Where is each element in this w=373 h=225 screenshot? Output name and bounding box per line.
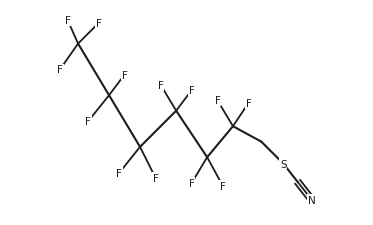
Text: F: F <box>189 86 195 96</box>
Text: F: F <box>158 81 164 90</box>
Text: F: F <box>122 70 128 80</box>
Text: F: F <box>245 99 251 108</box>
Text: F: F <box>153 173 159 183</box>
Text: F: F <box>116 168 122 178</box>
Text: F: F <box>220 181 226 191</box>
Text: F: F <box>85 117 91 126</box>
Text: S: S <box>280 159 286 169</box>
Text: F: F <box>65 16 70 26</box>
Text: F: F <box>214 96 220 106</box>
Text: F: F <box>96 19 102 29</box>
Text: F: F <box>189 178 195 188</box>
Text: N: N <box>308 195 316 205</box>
Text: F: F <box>57 65 63 75</box>
